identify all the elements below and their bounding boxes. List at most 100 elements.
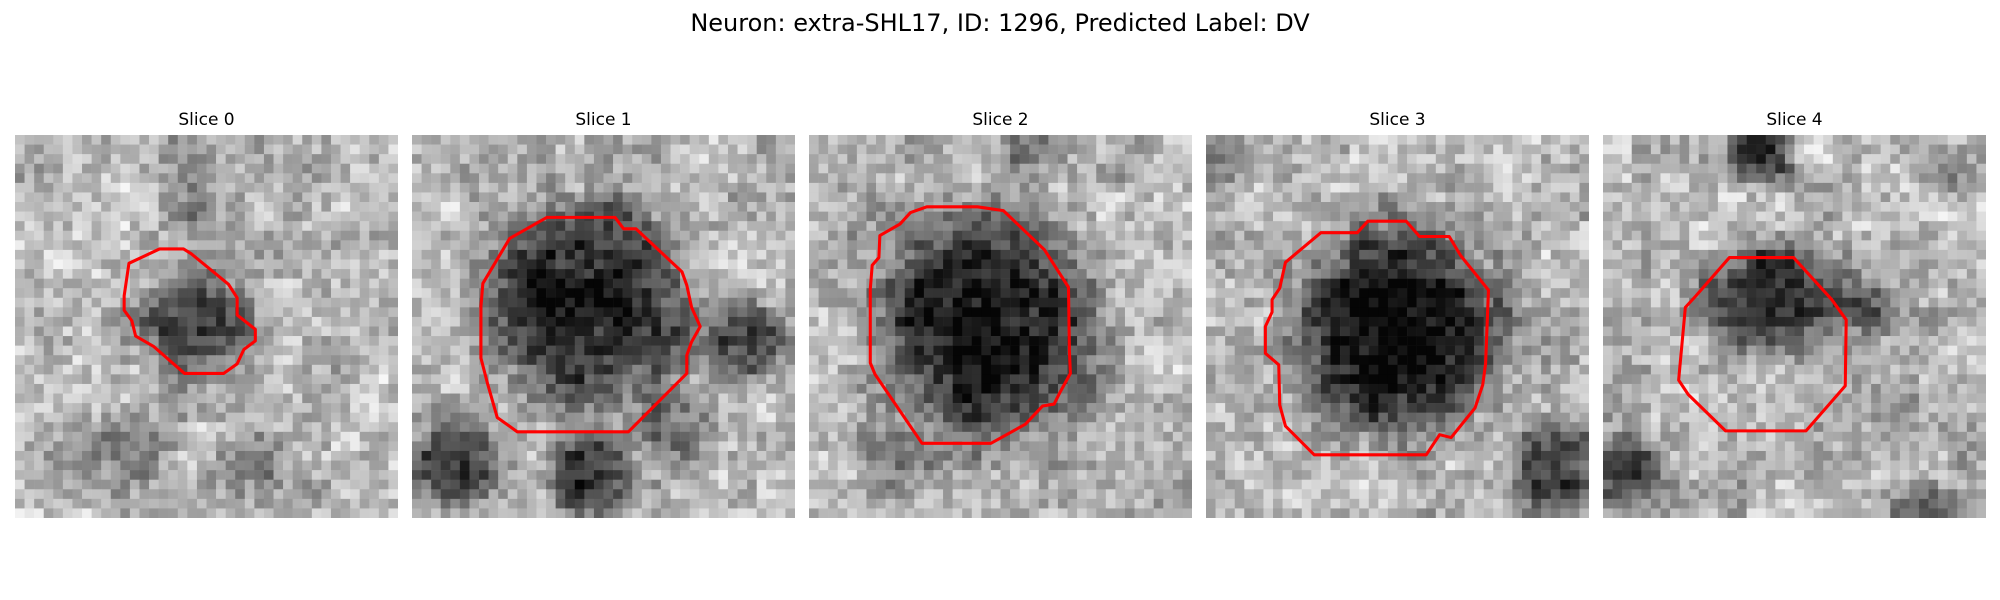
image-pixel <box>1144 470 1154 480</box>
image-pixel <box>708 450 719 461</box>
image-pixel <box>498 269 509 279</box>
image-pixel <box>1105 489 1116 500</box>
image-pixel <box>1445 144 1456 155</box>
image-pixel <box>34 412 45 423</box>
image-pixel <box>1144 240 1154 251</box>
image-pixel <box>756 288 767 299</box>
image-pixel <box>388 144 398 155</box>
image-pixel <box>440 259 451 270</box>
image-pixel <box>536 326 547 337</box>
image-pixel <box>225 345 236 356</box>
image-pixel <box>101 403 112 413</box>
image-pixel <box>149 144 159 155</box>
image-pixel <box>756 269 767 279</box>
image-pixel <box>244 307 255 318</box>
image-pixel <box>876 307 886 318</box>
image-pixel <box>498 135 509 145</box>
image-pixel <box>177 450 188 461</box>
image-pixel <box>1172 364 1183 375</box>
image-pixel <box>828 154 839 165</box>
image-pixel <box>1182 422 1192 433</box>
image-pixel <box>43 230 54 241</box>
image-pixel <box>488 230 499 241</box>
image-pixel <box>613 374 623 385</box>
image-pixel <box>689 403 700 413</box>
image-pixel <box>206 240 217 251</box>
image-pixel <box>727 374 738 385</box>
image-pixel <box>1048 173 1059 184</box>
image-pixel <box>718 259 729 270</box>
image-pixel <box>15 441 25 452</box>
image-pixel <box>603 345 614 356</box>
image-pixel <box>708 202 719 212</box>
image-pixel <box>641 441 652 452</box>
image-pixel <box>440 240 451 251</box>
image-pixel <box>120 403 131 413</box>
image-pixel <box>1435 135 1446 145</box>
image-pixel <box>1019 431 1030 442</box>
image-pixel <box>651 182 662 193</box>
image-pixel <box>340 192 351 203</box>
image-pixel <box>330 422 341 433</box>
image-pixel <box>1263 163 1274 174</box>
image-pixel <box>866 508 877 518</box>
image-pixel <box>1038 383 1049 394</box>
image-pixel <box>1349 135 1360 145</box>
image-pixel <box>914 470 925 480</box>
image-pixel <box>292 211 303 222</box>
image-pixel <box>699 498 710 509</box>
image-pixel <box>1454 154 1465 165</box>
image-pixel <box>565 173 576 184</box>
image-pixel <box>1057 278 1068 289</box>
image-pixel <box>526 230 537 241</box>
image-pixel <box>1182 182 1192 193</box>
image-pixel <box>1000 221 1011 232</box>
image-pixel <box>330 470 341 480</box>
image-pixel <box>440 163 451 174</box>
image-pixel <box>440 393 451 404</box>
image-pixel <box>53 412 64 423</box>
image-pixel <box>613 479 623 490</box>
image-pixel <box>1320 163 1331 174</box>
image-pixel <box>847 460 858 471</box>
image-pixel <box>421 307 432 318</box>
image-pixel <box>82 441 92 452</box>
image-pixel <box>292 230 303 241</box>
image-pixel <box>680 249 690 260</box>
image-pixel <box>340 154 351 165</box>
image-pixel <box>1048 508 1059 518</box>
image-pixel <box>488 450 499 461</box>
image-pixel <box>15 278 25 289</box>
image-pixel <box>895 307 906 318</box>
image-pixel <box>469 182 480 193</box>
image-pixel <box>421 355 432 366</box>
image-pixel <box>1416 154 1427 165</box>
image-pixel <box>546 470 556 480</box>
image-pixel <box>809 316 819 327</box>
image-pixel <box>670 202 681 212</box>
image-pixel <box>574 355 585 366</box>
image-pixel <box>933 316 944 327</box>
image-pixel <box>766 163 777 174</box>
image-pixel <box>756 374 767 385</box>
image-pixel <box>885 345 896 356</box>
image-pixel <box>43 470 54 480</box>
image-pixel <box>321 460 332 471</box>
image-pixel <box>756 297 767 308</box>
image-pixel <box>895 269 906 279</box>
image-pixel <box>1153 479 1164 490</box>
image-pixel <box>818 288 829 299</box>
image-pixel <box>412 498 422 509</box>
image-pixel <box>459 202 470 212</box>
image-pixel <box>24 240 35 251</box>
image-pixel <box>91 316 102 327</box>
image-pixel <box>168 202 179 212</box>
image-pixel <box>536 135 547 145</box>
image-pixel <box>206 460 217 471</box>
image-pixel <box>632 422 643 433</box>
image-pixel <box>1096 383 1107 394</box>
image-pixel <box>15 192 25 203</box>
image-pixel <box>129 393 140 404</box>
image-pixel <box>708 297 719 308</box>
image-pixel <box>828 374 839 385</box>
